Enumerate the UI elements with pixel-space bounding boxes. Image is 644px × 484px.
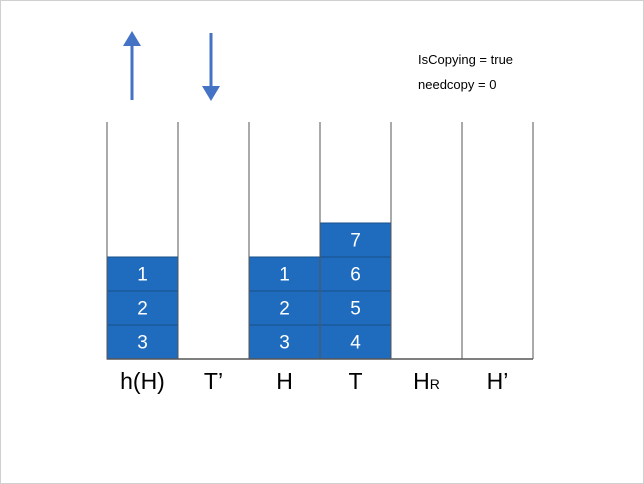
label-subscript: R (430, 376, 440, 392)
column-label: h(H) (120, 368, 165, 394)
down-arrow (202, 33, 220, 101)
column-label: H (276, 368, 293, 394)
cell-number: 3 (279, 333, 290, 354)
cell-number: 5 (350, 299, 361, 320)
column-label: HR (413, 368, 440, 394)
cell-number: 2 (279, 299, 290, 320)
cell-number: 1 (279, 265, 290, 286)
note-text: needcopy = 0 (418, 77, 496, 92)
cell-number: 3 (137, 333, 148, 354)
cell-number: 7 (350, 231, 361, 252)
cell-number: 1 (137, 265, 148, 286)
arrow-head (202, 86, 220, 101)
column-label: T (348, 368, 362, 394)
cell-number: 6 (350, 265, 361, 286)
stack-cell (319, 256, 392, 292)
stack-cell (106, 290, 179, 326)
up-arrow (123, 31, 141, 100)
arrow-head (123, 31, 141, 46)
label-main: H (413, 368, 430, 394)
cell-number: 4 (350, 333, 361, 354)
column-label: T’ (204, 368, 223, 394)
column-label: H’ (487, 368, 509, 394)
note-text: IsCopying = true (418, 52, 513, 67)
cell-number: 2 (137, 299, 148, 320)
stack-cell (319, 290, 392, 326)
